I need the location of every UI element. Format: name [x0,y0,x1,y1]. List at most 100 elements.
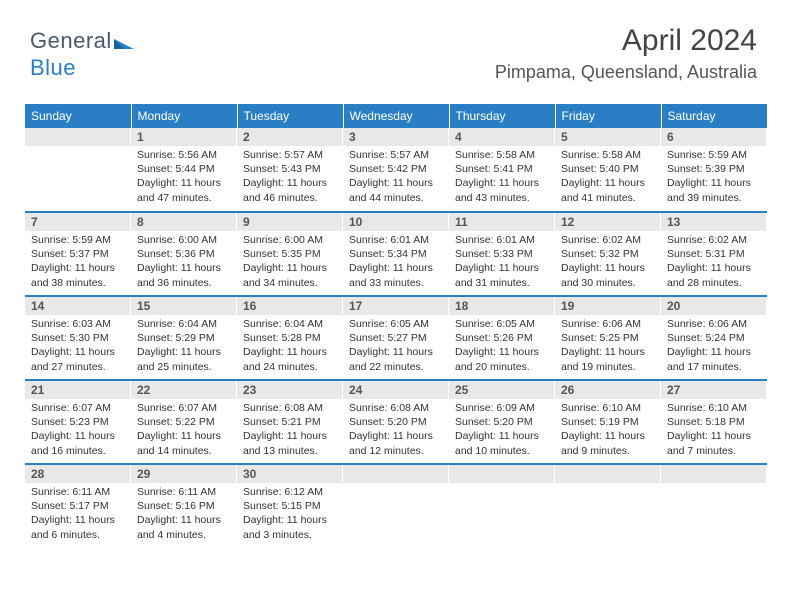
day-details: Sunrise: 6:10 AMSunset: 5:19 PMDaylight:… [555,399,661,462]
daylight-text: Daylight: 11 hours and 3 minutes. [243,513,337,541]
calendar-week-row: 14Sunrise: 6:03 AMSunset: 5:30 PMDayligh… [25,296,767,380]
calendar-day-cell: 20Sunrise: 6:06 AMSunset: 5:24 PMDayligh… [661,296,767,380]
calendar-day-cell: 18Sunrise: 6:05 AMSunset: 5:26 PMDayligh… [449,296,555,380]
day-number: 30 [237,465,343,483]
daylight-text: Daylight: 11 hours and 9 minutes. [561,429,655,457]
sunrise-text: Sunrise: 5:59 AM [667,148,761,162]
sunset-text: Sunset: 5:29 PM [137,331,231,345]
sunrise-text: Sunrise: 6:05 AM [455,317,549,331]
calendar-day-cell: 27Sunrise: 6:10 AMSunset: 5:18 PMDayligh… [661,380,767,464]
sunrise-text: Sunrise: 6:04 AM [137,317,231,331]
day-details: Sunrise: 6:08 AMSunset: 5:20 PMDaylight:… [343,399,449,462]
sunrise-text: Sunrise: 6:00 AM [243,233,337,247]
calendar-day-cell: 3Sunrise: 5:57 AMSunset: 5:42 PMDaylight… [343,128,449,212]
calendar-week-row: 7Sunrise: 5:59 AMSunset: 5:37 PMDaylight… [25,212,767,296]
day-details: Sunrise: 5:58 AMSunset: 5:40 PMDaylight:… [555,146,661,209]
day-details: Sunrise: 6:06 AMSunset: 5:24 PMDaylight:… [661,315,767,378]
daylight-text: Daylight: 11 hours and 36 minutes. [137,261,231,289]
sunrise-text: Sunrise: 6:00 AM [137,233,231,247]
sunset-text: Sunset: 5:39 PM [667,162,761,176]
day-details: Sunrise: 6:04 AMSunset: 5:29 PMDaylight:… [131,315,237,378]
sunrise-text: Sunrise: 6:02 AM [561,233,655,247]
day-number: 12 [555,213,661,231]
sunset-text: Sunset: 5:41 PM [455,162,549,176]
day-number: 10 [343,213,449,231]
location-subtitle: Pimpama, Queensland, Australia [495,62,757,83]
calendar-day-cell: 13Sunrise: 6:02 AMSunset: 5:31 PMDayligh… [661,212,767,296]
sunrise-text: Sunrise: 6:05 AM [349,317,443,331]
daylight-text: Daylight: 11 hours and 20 minutes. [455,345,549,373]
day-details [449,483,555,489]
weekday-header-row: Sunday Monday Tuesday Wednesday Thursday… [25,104,767,128]
calendar-day-cell: 11Sunrise: 6:01 AMSunset: 5:33 PMDayligh… [449,212,555,296]
daylight-text: Daylight: 11 hours and 17 minutes. [667,345,761,373]
daylight-text: Daylight: 11 hours and 12 minutes. [349,429,443,457]
daylight-text: Daylight: 11 hours and 30 minutes. [561,261,655,289]
sunset-text: Sunset: 5:43 PM [243,162,337,176]
day-details: Sunrise: 6:10 AMSunset: 5:18 PMDaylight:… [661,399,767,462]
daylight-text: Daylight: 11 hours and 28 minutes. [667,261,761,289]
day-number: 5 [555,128,661,146]
sunset-text: Sunset: 5:17 PM [31,499,125,513]
sunset-text: Sunset: 5:32 PM [561,247,655,261]
day-details: Sunrise: 6:11 AMSunset: 5:17 PMDaylight:… [25,483,131,546]
day-details: Sunrise: 6:04 AMSunset: 5:28 PMDaylight:… [237,315,343,378]
calendar-day-cell: 17 Sunrise: 6:05 AMSunset: 5:27 PMDayligh… [343,296,449,380]
sunrise-text: Sunrise: 5:57 AM [243,148,337,162]
sunset-text: Sunset: 5:27 PM [349,331,443,345]
day-number: 7 [25,213,131,231]
sunrise-text: Sunrise: 6:10 AM [667,401,761,415]
day-details: Sunrise: 5:57 AMSunset: 5:42 PMDaylight:… [343,146,449,209]
daylight-text: Daylight: 11 hours and 16 minutes. [31,429,125,457]
weekday-header: Tuesday [237,104,343,128]
daylight-text: Daylight: 11 hours and 41 minutes. [561,176,655,204]
day-details: Sunrise: 5:59 AMSunset: 5:39 PMDaylight:… [661,146,767,209]
daylight-text: Daylight: 11 hours and 10 minutes. [455,429,549,457]
sunset-text: Sunset: 5:20 PM [349,415,443,429]
day-details: Sunrise: 6:07 AMSunset: 5:22 PMDaylight:… [131,399,237,462]
brand-logo: General Blue [30,28,134,81]
day-number: 23 [237,381,343,399]
sunrise-text: Sunrise: 6:01 AM [349,233,443,247]
sunset-text: Sunset: 5:22 PM [137,415,231,429]
calendar-day-cell: 16Sunrise: 6:04 AMSunset: 5:28 PMDayligh… [237,296,343,380]
sunset-text: Sunset: 5:21 PM [243,415,337,429]
sunset-text: Sunset: 5:24 PM [667,331,761,345]
calendar-day-cell: 22Sunrise: 6:07 AMSunset: 5:22 PMDayligh… [131,380,237,464]
daylight-text: Daylight: 11 hours and 25 minutes. [137,345,231,373]
calendar-table: Sunday Monday Tuesday Wednesday Thursday… [25,104,767,548]
calendar-day-cell [449,464,555,548]
day-number: 27 [661,381,767,399]
sunrise-text: Sunrise: 6:08 AM [349,401,443,415]
calendar-day-cell: 12Sunrise: 6:02 AMSunset: 5:32 PMDayligh… [555,212,661,296]
daylight-text: Daylight: 11 hours and 39 minutes. [667,176,761,204]
day-number: 16 [237,297,343,315]
sunset-text: Sunset: 5:28 PM [243,331,337,345]
weekday-header: Monday [131,104,237,128]
day-details: Sunrise: 6:08 AMSunset: 5:21 PMDaylight:… [237,399,343,462]
sunset-text: Sunset: 5:44 PM [137,162,231,176]
daylight-text: Daylight: 11 hours and 31 minutes. [455,261,549,289]
calendar-day-cell: 9Sunrise: 6:00 AMSunset: 5:35 PMDaylight… [237,212,343,296]
day-number: 1 [131,128,237,146]
sunrise-text: Sunrise: 6:06 AM [667,317,761,331]
daylight-text: Daylight: 11 hours and 14 minutes. [137,429,231,457]
sunrise-text: Sunrise: 5:59 AM [31,233,125,247]
daylight-text: Daylight: 11 hours and 22 minutes. [349,345,443,373]
sunrise-text: Sunrise: 6:10 AM [561,401,655,415]
calendar-week-row: 28Sunrise: 6:11 AMSunset: 5:17 PMDayligh… [25,464,767,548]
sunrise-text: Sunrise: 6:11 AM [137,485,231,499]
sunrise-text: Sunrise: 6:04 AM [243,317,337,331]
day-details: Sunrise: 5:58 AMSunset: 5:41 PMDaylight:… [449,146,555,209]
weekday-header: Friday [555,104,661,128]
day-details: Sunrise: 6:02 AMSunset: 5:32 PMDaylight:… [555,231,661,294]
weekday-header: Saturday [661,104,767,128]
calendar-day-cell: 23Sunrise: 6:08 AMSunset: 5:21 PMDayligh… [237,380,343,464]
day-number: 17 [343,297,449,315]
calendar-day-cell: 29Sunrise: 6:11 AMSunset: 5:16 PMDayligh… [131,464,237,548]
calendar-day-cell: 28Sunrise: 6:11 AMSunset: 5:17 PMDayligh… [25,464,131,548]
sunrise-text: Sunrise: 6:03 AM [31,317,125,331]
day-number: 13 [661,213,767,231]
daylight-text: Daylight: 11 hours and 46 minutes. [243,176,337,204]
calendar-day-cell: 7Sunrise: 5:59 AMSunset: 5:37 PMDaylight… [25,212,131,296]
